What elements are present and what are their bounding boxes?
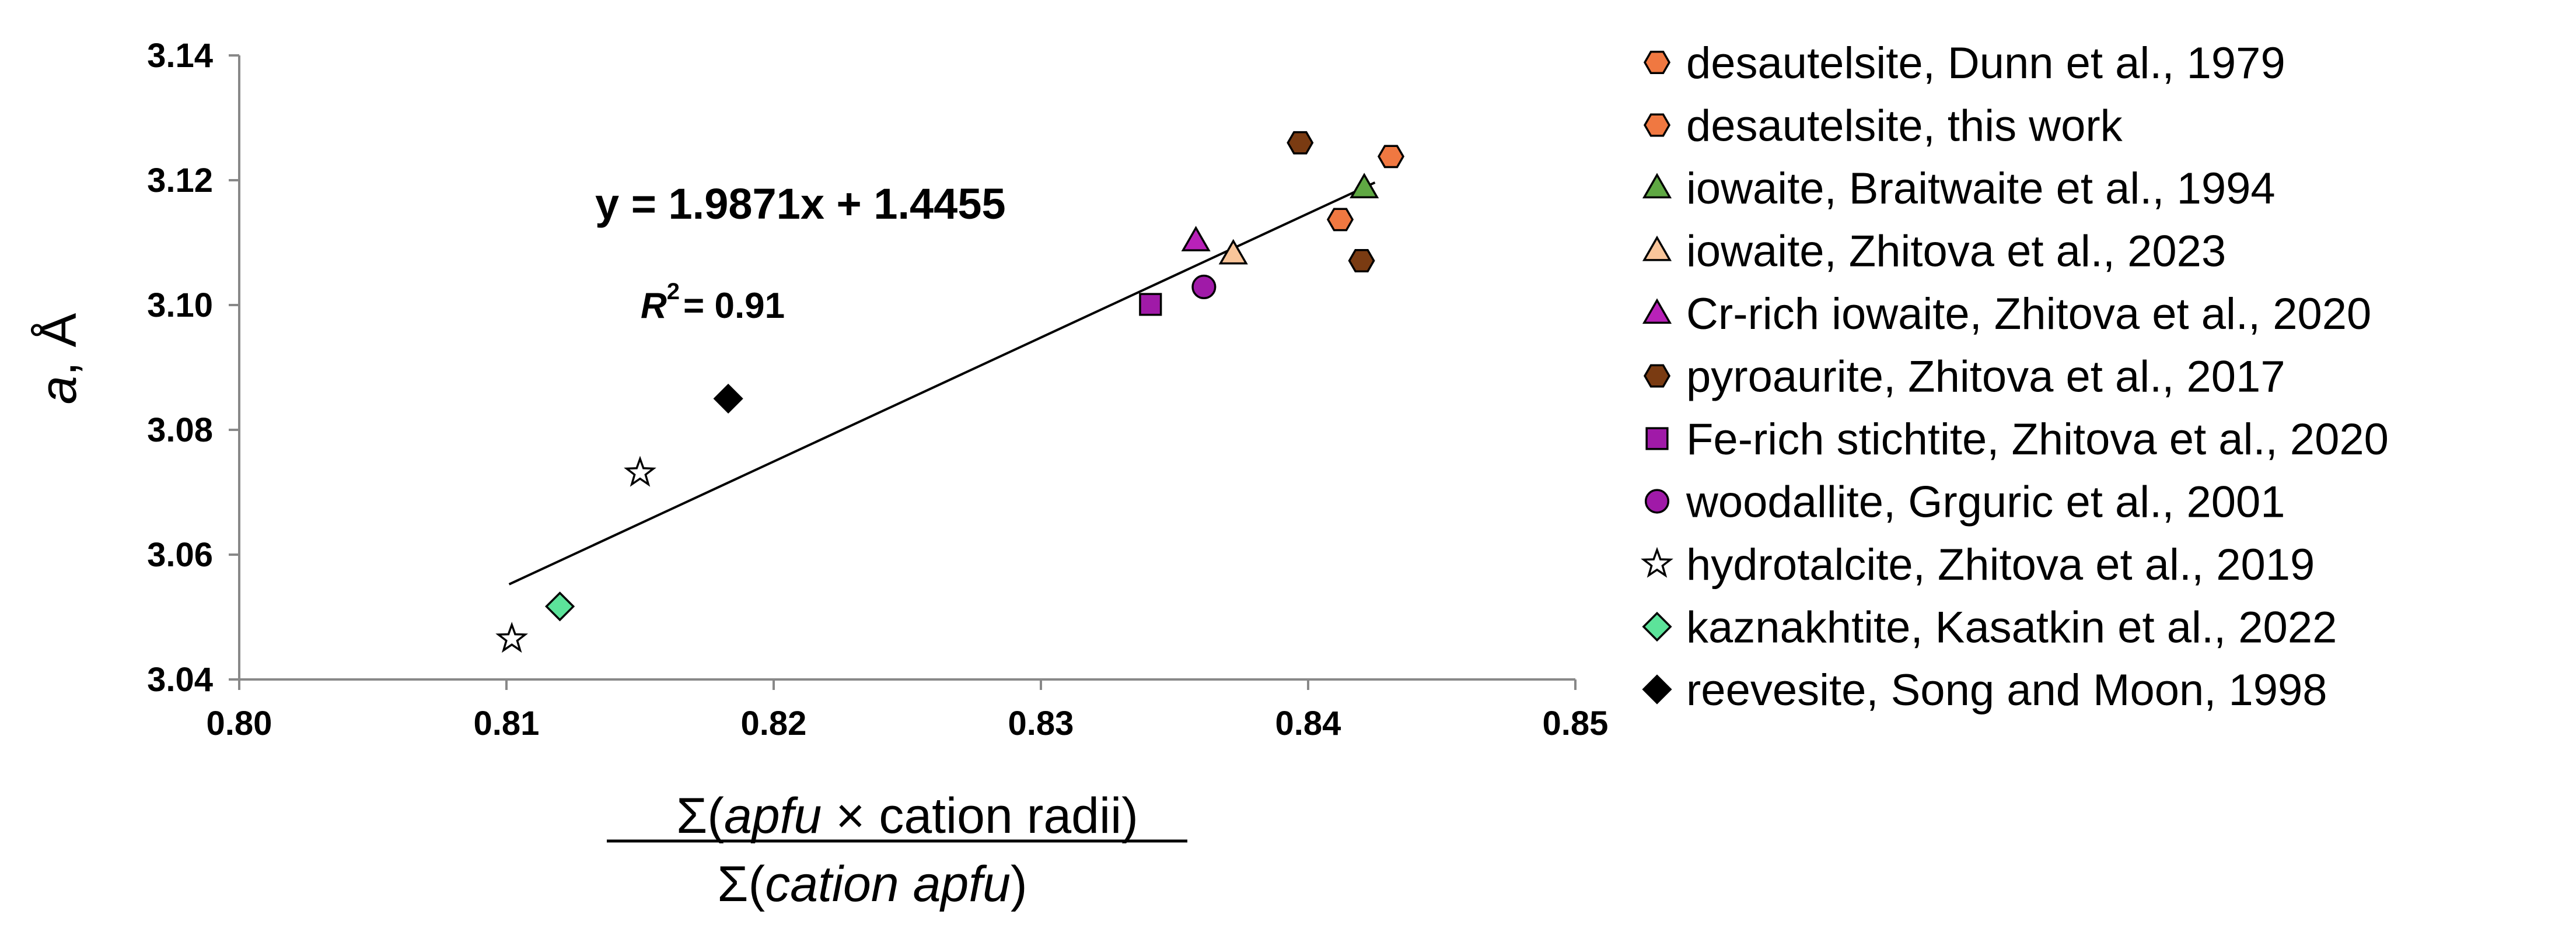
data-point (1218, 239, 1248, 265)
r-squared-label: R2= 0.91 (641, 279, 785, 326)
legend-marker (1642, 611, 1672, 642)
x-tick-label: 0.84 (1275, 705, 1341, 742)
y-tick-label: 3.14 (147, 37, 213, 75)
legend-marker (1642, 298, 1672, 324)
legend-item: desautelsite, Dunn et al., 1979 (1643, 38, 2285, 88)
legend-label: pyroaurite, Zhitova et al., 2017 (1686, 352, 2285, 402)
x-tick-label: 0.82 (741, 705, 807, 742)
legend-marker (1643, 113, 1671, 137)
data-point (545, 591, 575, 622)
x-axis-title: Σ(apfu × cation radii) Σ(cation apfu) (607, 788, 1187, 912)
legend-item: hydrotalcite, Zhitova et al., 2019 (1641, 540, 2315, 590)
legend-label: desautelsite, Dunn et al., 1979 (1686, 38, 2285, 88)
x-tick-label: 0.80 (207, 705, 272, 742)
x-axis-ticks: 0.80 0.81 0.82 0.83 0.84 0.85 (207, 679, 1609, 742)
legend-label: reevesite, Song and Moon, 1998 (1686, 665, 2327, 715)
data-point (1350, 173, 1379, 198)
data-point (1326, 208, 1354, 232)
legend-label: iowaite, Zhitova et al., 2023 (1686, 227, 2226, 276)
y-tick-label: 3.06 (147, 536, 213, 574)
legend-item: iowaite, Zhitova et al., 2023 (1642, 227, 2226, 276)
legend-marker (1641, 546, 1673, 578)
legend-item: kaznakhtite, Kasatkin et al., 2022 (1642, 603, 2337, 653)
legend-label: woodallite, Grguric et al., 2001 (1686, 478, 2285, 527)
data-point (1348, 249, 1375, 272)
x-axis-title-denominator: Σ(cation apfu) (717, 856, 1027, 912)
legend-label: Fe-rich stichtite, Zhitova et al., 2020 (1686, 415, 2389, 464)
y-tick-label: 3.08 (147, 411, 213, 449)
legend: desautelsite, Dunn et al., 1979 desautels… (1641, 38, 2389, 715)
data-point (1181, 226, 1211, 251)
legend-item: Cr-rich iowaite, Zhitova et al., 2020 (1642, 289, 2371, 339)
y-tick-label: 3.10 (147, 286, 213, 324)
data-point (1287, 131, 1314, 155)
legend-marker (1643, 364, 1671, 388)
legend-label: hydrotalcite, Zhitova et al., 2019 (1686, 540, 2315, 590)
legend-label: iowaite, Braitwaite et al., 1994 (1686, 164, 2276, 213)
legend-label: desautelsite, this work (1686, 101, 2123, 151)
data-points (495, 131, 1405, 653)
x-tick-label: 0.81 (474, 705, 540, 742)
legend-marker (1642, 674, 1672, 705)
legend-item: desautelsite, this work (1643, 101, 2123, 151)
legend-marker (1645, 427, 1669, 450)
legend-item: Fe-rich stichtite, Zhitova et al., 2020 (1645, 415, 2389, 464)
legend-item: woodallite, Grguric et al., 2001 (1644, 478, 2285, 527)
y-axis-title: a, Å (29, 313, 87, 404)
data-point (1191, 274, 1217, 300)
data-point (495, 622, 529, 653)
data-point (1377, 145, 1405, 169)
x-tick-label: 0.83 (1008, 705, 1074, 742)
legend-item: pyroaurite, Zhitova et al., 2017 (1643, 352, 2285, 402)
legend-marker (1642, 235, 1672, 261)
legend-item: iowaite, Braitwaite et al., 1994 (1642, 164, 2276, 213)
x-axis-title-numerator: Σ(apfu × cation radii) (676, 788, 1138, 844)
y-axis-ticks: 3.04 3.06 3.08 3.10 3.12 3.14 (147, 37, 239, 699)
trendline-equation: y = 1.9871x + 1.4455 (595, 180, 1006, 228)
legend-marker (1643, 51, 1671, 74)
legend-label: kaznakhtite, Kasatkin et al., 2022 (1686, 603, 2337, 653)
trendline (508, 181, 1376, 586)
y-tick-label: 3.12 (147, 162, 213, 199)
data-point (1139, 293, 1162, 316)
legend-label: Cr-rich iowaite, Zhitova et al., 2020 (1686, 289, 2371, 339)
y-tick-label: 3.04 (147, 661, 213, 699)
legend-marker (1642, 173, 1672, 199)
legend-marker (1644, 489, 1670, 514)
x-tick-label: 0.85 (1543, 705, 1609, 742)
legend-item: reevesite, Song and Moon, 1998 (1642, 665, 2327, 715)
data-point (713, 383, 743, 414)
data-point (624, 456, 656, 487)
